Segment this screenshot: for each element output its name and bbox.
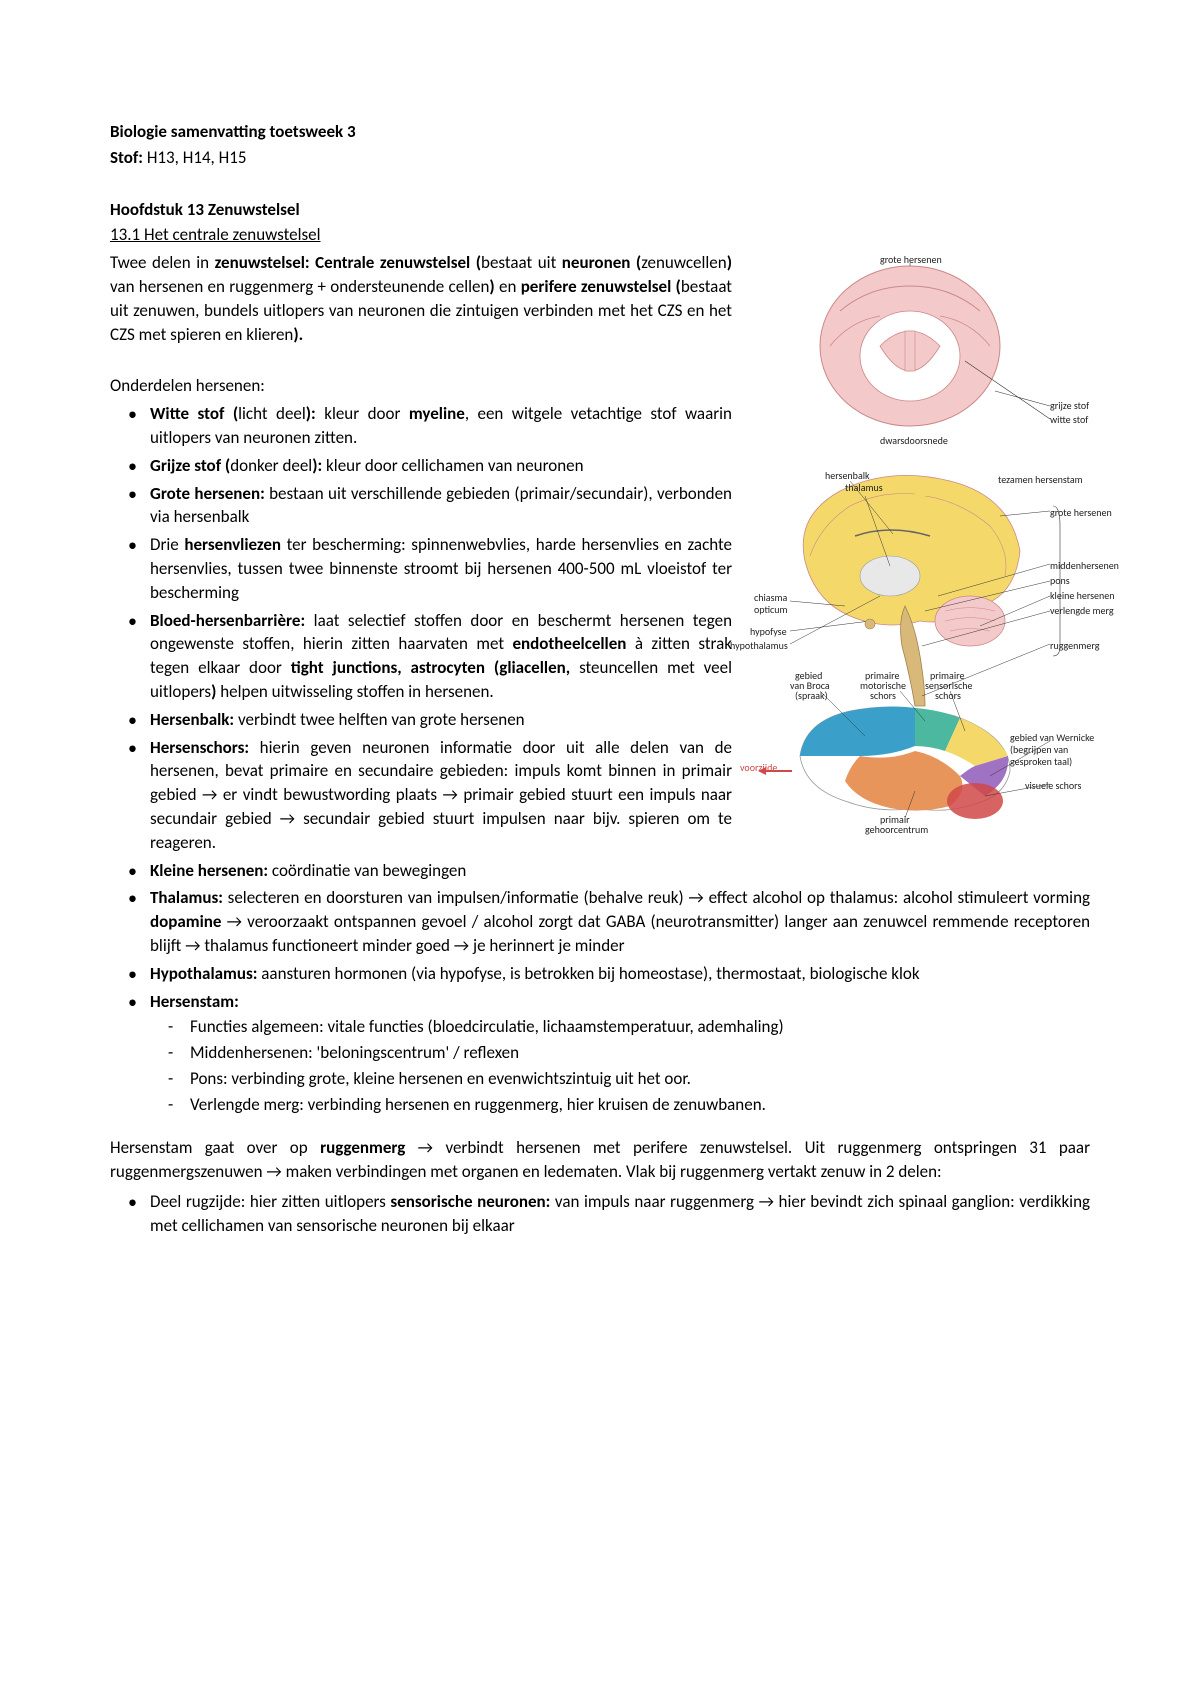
second-list: Deel rugzijde: hier zitten uitlopers sen…: [110, 1190, 1090, 1238]
list-item: Grijze stof (donker deel): kleur door ce…: [150, 454, 1090, 478]
doc-subtitle: Stof: H13, H14, H15: [110, 146, 1090, 170]
sub-list: Functies algemeen: vitale functies (bloe…: [150, 1015, 1090, 1116]
fig-label: grote hersenen: [880, 253, 942, 267]
list-item: Drie hersenvliezen ter bescherming: spin…: [150, 533, 1090, 604]
list-item: Thalamus: selecteren en doorsturen van i…: [150, 886, 1090, 957]
section-heading: 13.1 Het centrale zenuwstelsel: [110, 223, 1090, 247]
list-item: Pons: verbinding grote, kleine hersenen …: [190, 1067, 1090, 1091]
list-item: Verlengde merg: verbinding hersenen en r…: [190, 1093, 1090, 1117]
paragraph: Hersenstam gaat over op ruggenmerg → ver…: [110, 1136, 1090, 1184]
list-item: Kleine hersenen: coördinatie van bewegin…: [150, 859, 1090, 883]
stof-value: H13, H14, H15: [143, 147, 247, 168]
list-item: Middenhersenen: 'beloningscentrum' / ref…: [190, 1041, 1090, 1065]
list-item: Grote hersenen: bestaan uit verschillend…: [150, 482, 1090, 530]
list-item: Hypothalamus: aansturen hormonen (via hy…: [150, 962, 1090, 986]
list-item: Hersenstam: Functies algemeen: vitale fu…: [150, 990, 1090, 1117]
list-item: Witte stof (licht deel): kleur door myel…: [150, 402, 1090, 450]
doc-title: Biologie samenvatting toetsweek 3: [110, 120, 1090, 144]
stof-label: Stof:: [110, 147, 143, 168]
list-item: Hersenschors: hierin geven neuronen info…: [150, 736, 1090, 855]
main-list: Witte stof (licht deel): kleur door myel…: [110, 402, 1090, 1116]
chapter-heading: Hoofdstuk 13 Zenuwstelsel: [110, 198, 1090, 222]
list-item: Hersenbalk: verbindt twee helften van gr…: [150, 708, 1090, 732]
list-item: Functies algemeen: vitale functies (bloe…: [190, 1015, 1090, 1039]
list-item: Bloed-hersenbarrière: laat selectief sto…: [150, 609, 1090, 704]
list-item: Deel rugzijde: hier zitten uitlopers sen…: [150, 1190, 1090, 1238]
